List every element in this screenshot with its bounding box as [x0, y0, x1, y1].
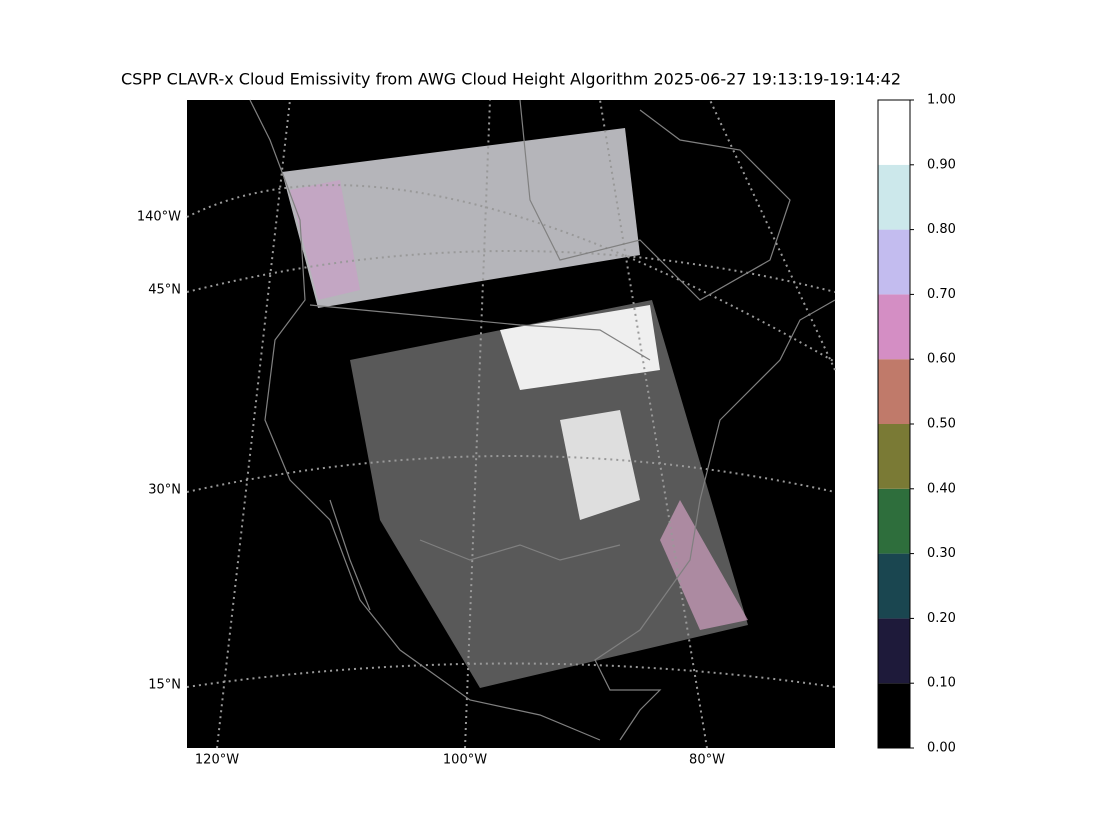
lon-label: 100°W: [443, 753, 487, 768]
colorbar: 0.00 0.10 0.20 0.30 0.40 0.50 0.60 0.70 0.80 0.90…: [877, 93, 956, 756]
map-labels: 140°W 45°N 30°N 15°N 120°W 100°W 80°W: [137, 210, 725, 768]
lat-label: 30°N: [148, 483, 181, 498]
colorbar-tick-label: 0.70: [927, 287, 956, 302]
colorbar-segment: [878, 553, 910, 619]
colorbar-tick-label: 0.40: [927, 481, 956, 496]
colorbar-tick-label: 0.80: [927, 222, 956, 237]
colorbar-segment: [878, 164, 910, 230]
colorbar-segment: [878, 100, 910, 165]
colorbar-segment: [878, 359, 910, 424]
lon-label: 120°W: [195, 753, 239, 768]
colorbar-segment: [878, 618, 910, 684]
colorbar-segment: [878, 683, 910, 748]
map-panel: [186, 99, 836, 749]
title: CSPP CLAVR-x Cloud Emissivity from AWG C…: [121, 70, 901, 89]
lat-label: 45°N: [148, 283, 181, 298]
coastlines: [249, 99, 836, 741]
colorbar-segment: [878, 424, 910, 489]
colorbar-tick-label: 1.00: [927, 93, 956, 108]
lon-label: 140°W: [137, 210, 181, 225]
graticule: [186, 99, 836, 749]
colorbar-tick-label: 0.90: [927, 157, 956, 172]
colorbar-tick-label: 0.60: [927, 352, 956, 367]
colorbar-tick-label: 0.10: [927, 676, 956, 691]
colorbar-segment: [878, 488, 910, 554]
colorbar-tick-label: 0.50: [927, 417, 956, 432]
colorbar-segment: [878, 294, 910, 360]
lat-label: 15°N: [148, 678, 181, 693]
colorbar-segment: [878, 229, 910, 295]
colorbar-tick-label: 0.00: [927, 741, 956, 756]
colorbar-tick-label: 0.30: [927, 546, 956, 561]
colorbar-tick-label: 0.20: [927, 611, 956, 626]
lon-label: 80°W: [689, 753, 725, 768]
